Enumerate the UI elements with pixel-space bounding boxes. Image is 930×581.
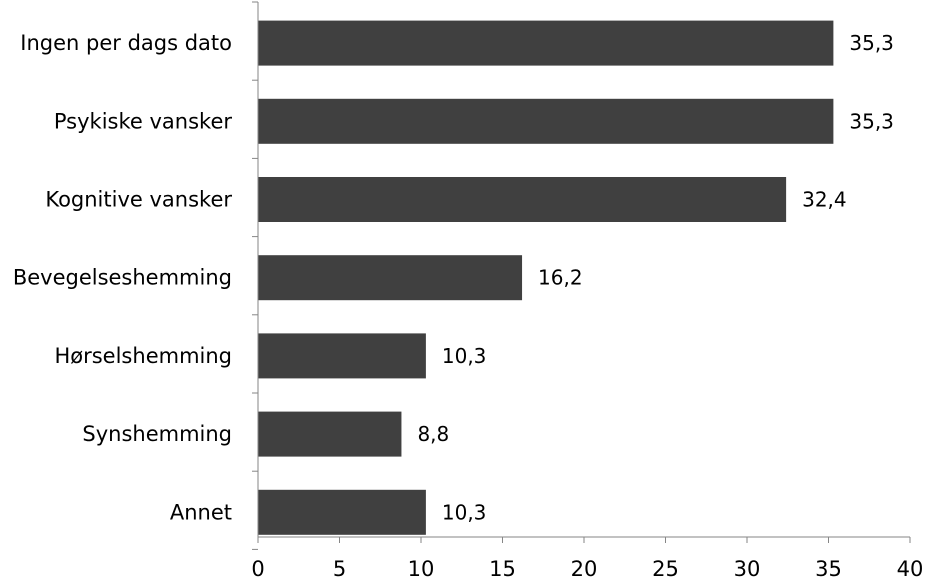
bar [258,20,834,66]
x-tick-labels: 0 5 10 15 20 25 30 35 40 [251,557,923,581]
bar [258,177,787,222]
x-tick-label: 20 [571,557,598,581]
value-labels: 35,3 35,3 32,4 16,2 10,3 8,8 10,3 [417,31,893,524]
bar [258,489,426,535]
x-tick-label: 5 [333,557,346,581]
data-label: 35,3 [849,109,894,133]
data-label: 16,2 [538,266,583,290]
data-label: 32,4 [802,188,847,212]
x-tick-label: 30 [734,557,761,581]
bar [258,255,523,301]
bar [258,333,426,379]
category-label: Kognitive vansker [45,188,232,212]
category-label: Annet [170,500,232,524]
data-label: 35,3 [849,31,894,55]
bar [258,411,402,457]
x-tick-label: 40 [897,557,924,581]
category-label: Hørselshemming [54,344,232,368]
bars-group [258,20,834,535]
category-label: Psykiske vansker [54,109,232,133]
x-tick-label: 35 [815,557,842,581]
category-labels: Ingen per dags dato Psykiske vansker Kogni… [13,31,233,524]
x-tick-label: 0 [251,557,264,581]
axes-group [252,1,911,550]
data-label: 10,3 [442,500,487,524]
x-tick-label: 25 [652,557,679,581]
data-label: 8,8 [417,422,449,446]
category-label: Bevegelseshemming [13,266,232,290]
data-label: 10,3 [442,344,487,368]
x-tick-label: 10 [408,557,435,581]
x-tick-label: 15 [489,557,516,581]
category-label: Synshemming [82,422,232,446]
category-label: Ingen per dags dato [20,31,232,55]
bar [258,98,834,144]
